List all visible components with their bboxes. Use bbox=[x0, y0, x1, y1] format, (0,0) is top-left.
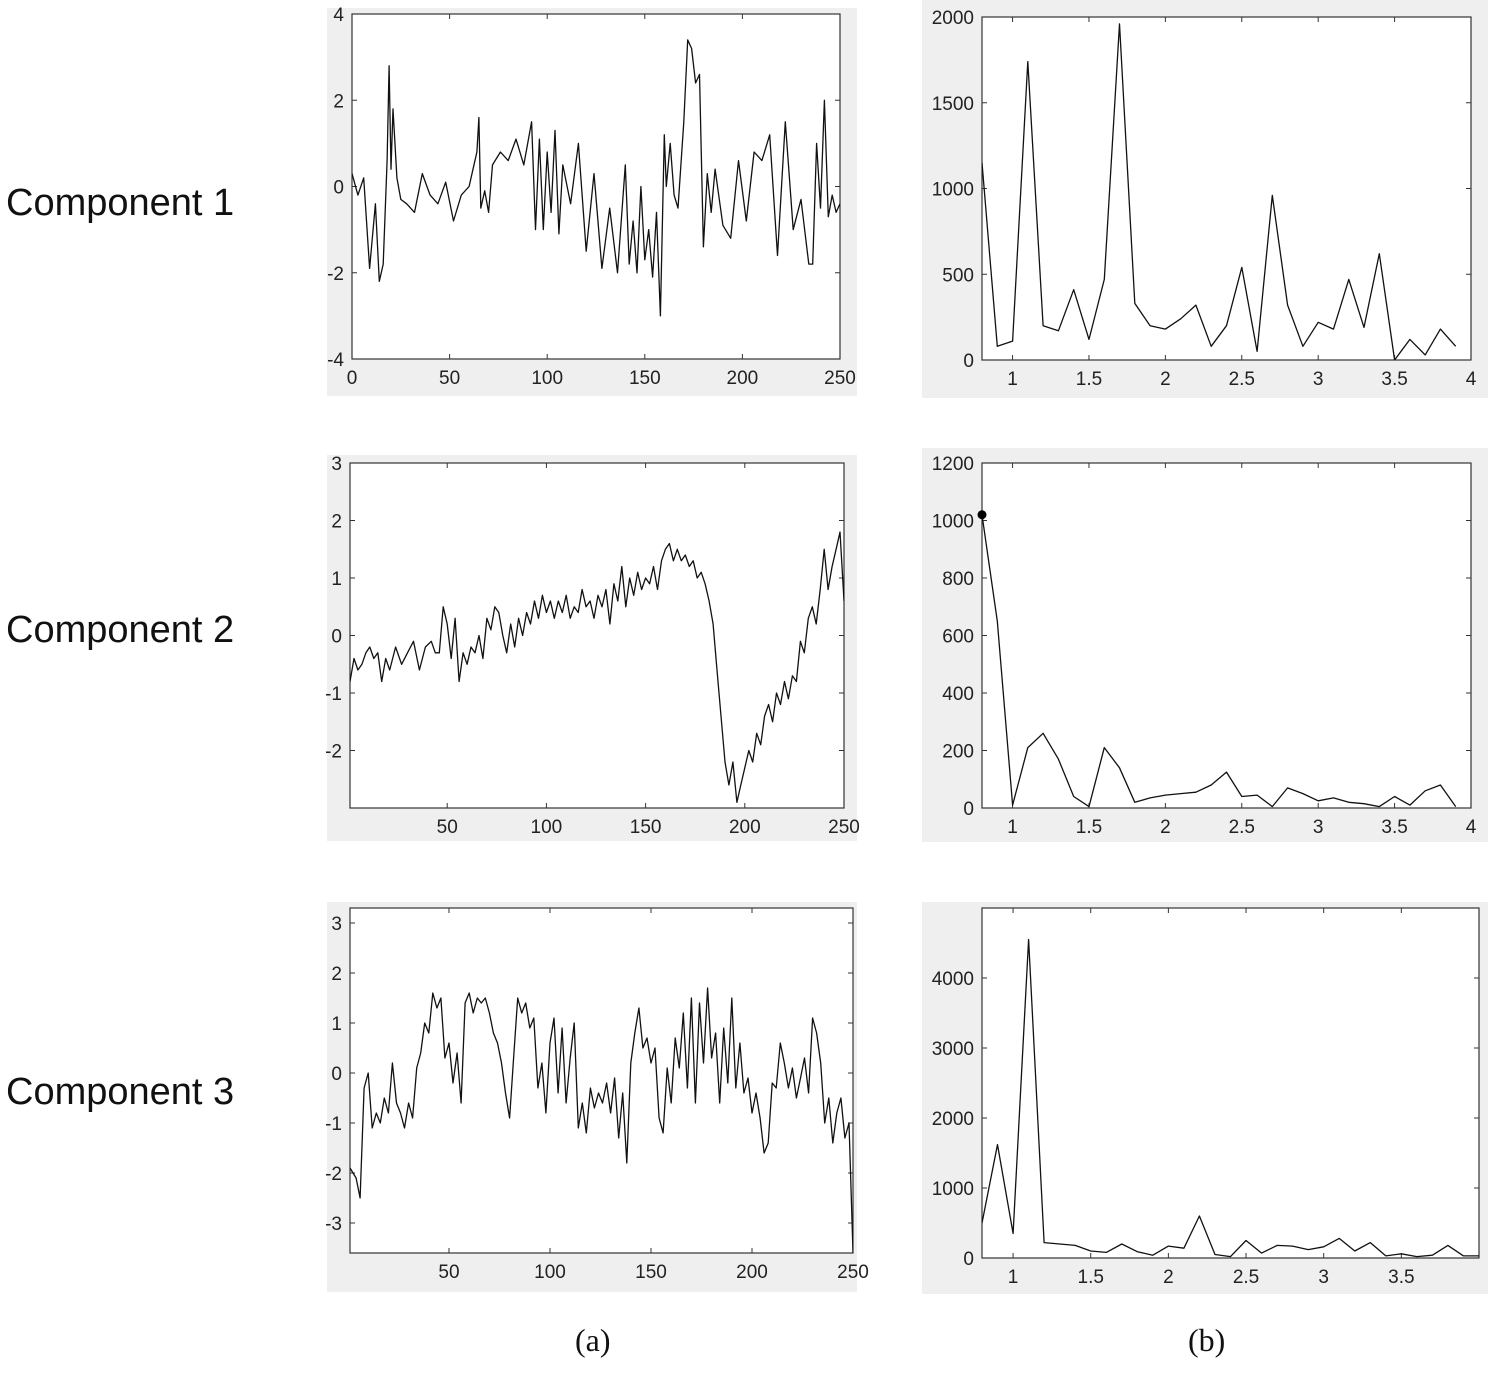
y-tick-label: 1000 bbox=[932, 180, 974, 201]
y-tick-label: 3 bbox=[331, 454, 342, 475]
y-tick-label: 2 bbox=[331, 512, 342, 533]
y-tick-label: 200 bbox=[942, 742, 974, 763]
series-line bbox=[982, 514, 1457, 808]
y-tick-label: 1500 bbox=[932, 94, 974, 115]
y-tick-label: 2 bbox=[333, 91, 344, 112]
y-tick-label: 1000 bbox=[932, 512, 974, 533]
x-tick-label: 200 bbox=[729, 817, 761, 838]
x-tick-label: 0 bbox=[347, 368, 358, 389]
series-line bbox=[982, 938, 1479, 1258]
y-tick-label: -1 bbox=[325, 1114, 342, 1135]
x-tick-label: 50 bbox=[439, 368, 460, 389]
y-tick-label: 0 bbox=[333, 178, 344, 199]
x-tick-label: 3.5 bbox=[1381, 817, 1407, 838]
row-label-component-2: Component 2 bbox=[6, 609, 235, 651]
y-tick-label: 3000 bbox=[932, 1039, 974, 1060]
y-tick-label: 600 bbox=[942, 627, 974, 648]
y-tick-label: 4000 bbox=[932, 969, 974, 990]
plot-area bbox=[351, 13, 841, 360]
plot-area bbox=[981, 16, 1472, 361]
y-tick-label: 0 bbox=[963, 1249, 974, 1270]
x-tick-label: 1 bbox=[1008, 1267, 1019, 1288]
plot-area bbox=[349, 907, 854, 1254]
x-tick-label: 4 bbox=[1466, 369, 1477, 390]
x-tick-label: 1 bbox=[1007, 369, 1018, 390]
y-tick-label: 1200 bbox=[932, 454, 974, 475]
y-tick-label: 500 bbox=[942, 265, 974, 286]
caption-a: (a) bbox=[575, 1322, 611, 1358]
x-tick-label: 50 bbox=[438, 1262, 459, 1283]
x-tick-label: 100 bbox=[534, 1262, 566, 1283]
y-tick-label: 1 bbox=[331, 569, 342, 590]
y-tick-label: -2 bbox=[327, 264, 344, 285]
x-tick-label: 250 bbox=[824, 368, 856, 389]
series-line bbox=[352, 39, 840, 317]
x-tick-label: 1 bbox=[1007, 817, 1018, 838]
plot-area bbox=[981, 462, 1472, 809]
x-tick-label: 3 bbox=[1318, 1267, 1329, 1288]
y-tick-label: 1000 bbox=[932, 1179, 974, 1200]
y-tick-label: 800 bbox=[942, 569, 974, 590]
y-tick-label: -2 bbox=[325, 742, 342, 763]
x-tick-label: 1.5 bbox=[1076, 369, 1102, 390]
y-tick-label: 4 bbox=[333, 5, 344, 26]
y-tick-label: 400 bbox=[942, 684, 974, 705]
x-tick-label: 2 bbox=[1160, 817, 1171, 838]
caption-b: (b) bbox=[1188, 1322, 1226, 1358]
x-tick-label: 2.5 bbox=[1229, 369, 1255, 390]
x-tick-label: 1.5 bbox=[1076, 817, 1102, 838]
x-tick-label: 200 bbox=[727, 368, 759, 389]
y-tick-label: 0 bbox=[331, 1064, 342, 1085]
series-line bbox=[350, 987, 853, 1253]
x-tick-label: 200 bbox=[736, 1262, 768, 1283]
series-line bbox=[982, 23, 1457, 360]
x-tick-label: 3 bbox=[1313, 817, 1324, 838]
series-line bbox=[350, 531, 844, 803]
y-tick-label: 2000 bbox=[932, 1109, 974, 1130]
y-tick-label: 1 bbox=[331, 1014, 342, 1035]
x-tick-label: 100 bbox=[531, 368, 563, 389]
y-tick-label: 0 bbox=[331, 627, 342, 648]
y-tick-label: -4 bbox=[327, 350, 344, 371]
x-tick-label: 150 bbox=[630, 817, 662, 838]
x-tick-label: 1.5 bbox=[1078, 1267, 1104, 1288]
x-tick-label: 50 bbox=[437, 817, 458, 838]
row-label-component-3: Component 3 bbox=[6, 1071, 235, 1113]
y-tick-label: -2 bbox=[325, 1164, 342, 1185]
x-tick-label: 3.5 bbox=[1388, 1267, 1414, 1288]
y-tick-label: 0 bbox=[963, 799, 974, 820]
x-tick-label: 4 bbox=[1466, 817, 1477, 838]
x-tick-label: 250 bbox=[828, 817, 860, 838]
plot-area bbox=[981, 907, 1480, 1259]
y-tick-label: -1 bbox=[325, 684, 342, 705]
x-tick-label: 150 bbox=[635, 1262, 667, 1283]
y-tick-label: 2 bbox=[331, 964, 342, 985]
x-tick-label: 2.5 bbox=[1229, 817, 1255, 838]
y-tick-label: 0 bbox=[963, 351, 974, 372]
x-tick-label: 150 bbox=[629, 368, 661, 389]
x-tick-label: 2.5 bbox=[1233, 1267, 1259, 1288]
y-tick-label: 2000 bbox=[932, 8, 974, 29]
y-tick-label: 3 bbox=[331, 914, 342, 935]
x-tick-label: 3 bbox=[1313, 369, 1324, 390]
x-tick-label: 2 bbox=[1160, 369, 1171, 390]
x-tick-label: 3.5 bbox=[1381, 369, 1407, 390]
plot-area bbox=[349, 462, 845, 809]
x-tick-label: 2 bbox=[1163, 1267, 1174, 1288]
x-tick-label: 100 bbox=[531, 817, 563, 838]
data-marker bbox=[977, 510, 987, 520]
x-tick-label: 250 bbox=[837, 1262, 869, 1283]
row-label-component-1: Component 1 bbox=[6, 182, 235, 224]
y-tick-label: -3 bbox=[325, 1214, 342, 1235]
